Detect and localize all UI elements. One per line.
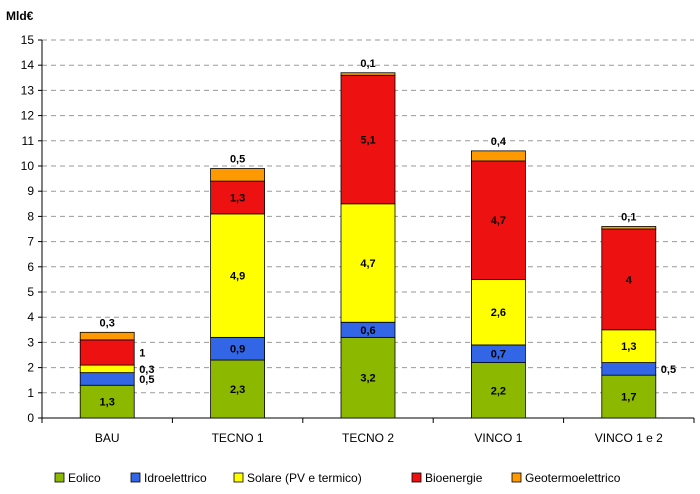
y-axis-unit-label: Mld€ (6, 9, 34, 23)
data-labels-layer: 1,30,50,310,32,30,94,91,30,53,20,64,75,1… (100, 58, 677, 409)
data-label: 4 (626, 274, 633, 286)
data-label: 0,7 (491, 349, 506, 361)
bar-segment (340, 336, 396, 419)
bar-segment (340, 203, 396, 323)
legend-label: Solare (PV e termico) (247, 471, 362, 485)
bar-segment (470, 362, 526, 419)
data-label: 1,7 (621, 392, 636, 404)
data-label: 0,3 (139, 364, 154, 376)
y-tick-label: 7 (27, 235, 34, 249)
data-label: 2,2 (491, 385, 506, 397)
data-label: 2,6 (491, 307, 506, 319)
bar-segment (340, 72, 396, 76)
data-label: 1,3 (230, 193, 245, 205)
data-label: 1,3 (621, 341, 636, 353)
data-label: 5,1 (360, 135, 375, 147)
bar-segment (79, 384, 135, 419)
legend-label: Idroelettrico (144, 471, 207, 485)
bar-segment (79, 372, 135, 386)
x-category-label: TECNO 2 (342, 431, 394, 445)
data-label: 3,2 (360, 373, 375, 385)
bar-segment (470, 160, 526, 280)
bar-segment (470, 150, 526, 162)
y-tick-label: 13 (21, 83, 35, 97)
y-tick-label: 12 (21, 109, 35, 123)
bar-segment (601, 362, 657, 376)
y-tick-label: 11 (22, 134, 35, 148)
data-label: 1 (139, 347, 145, 359)
y-tick-label: 15 (21, 33, 35, 47)
legend-swatch (511, 472, 522, 483)
y-tick-label: 3 (27, 335, 34, 349)
legend-swatch (130, 472, 141, 483)
y-tick-label: 1 (27, 386, 34, 400)
legend-label: Bioenergie (425, 471, 483, 485)
y-tick-label: 10 (21, 159, 35, 173)
data-label: 0,1 (621, 211, 636, 223)
legend-swatch (54, 472, 65, 483)
data-label: 0,4 (491, 136, 507, 148)
bar-segment (340, 74, 396, 205)
data-label: 0,6 (360, 325, 375, 337)
data-label: 0,3 (100, 317, 115, 329)
bar-segment (210, 180, 266, 215)
bar-segment (210, 168, 266, 182)
bar-segment (601, 226, 657, 230)
data-label: 4,9 (230, 271, 245, 283)
bar-segment (210, 213, 266, 338)
data-label: 4,7 (491, 215, 506, 227)
x-category-label: VINCO 1 (474, 431, 522, 445)
y-tick-label: 8 (27, 209, 34, 223)
y-tick-label: 14 (21, 58, 35, 72)
data-label: 0,9 (230, 344, 245, 356)
data-label: 2,3 (230, 384, 245, 396)
legend-swatch (233, 472, 244, 483)
bar-segment (601, 374, 657, 419)
bar-segment (210, 359, 266, 419)
legend-swatch (411, 472, 422, 483)
y-tick-label: 4 (27, 310, 34, 324)
y-tick-label: 6 (27, 260, 34, 274)
bars-layer (79, 72, 657, 419)
x-category-label: BAU (95, 431, 120, 445)
data-label: 0,5 (661, 364, 676, 376)
bar-segment (79, 339, 135, 366)
x-category-label: TECNO 1 (212, 431, 264, 445)
bar-segment (601, 228, 657, 331)
x-category-label: VINCO 1 e 2 (595, 431, 663, 445)
legend-label: Geotermoelettrico (525, 471, 621, 485)
data-label: 4,7 (360, 258, 375, 270)
data-label: 0,1 (360, 58, 375, 70)
bar-segment (470, 278, 526, 346)
data-label: 0,5 (230, 154, 245, 166)
y-tick-label: 5 (27, 285, 34, 299)
data-label: 0,5 (139, 374, 154, 386)
data-label: 1,3 (100, 397, 115, 409)
bar-segment (79, 331, 135, 341)
bar-segment (79, 364, 135, 374)
legend-label: Eolico (68, 471, 101, 485)
y-tick-label: 2 (27, 361, 34, 375)
legend: Eolico Idroelettrico Solare (PV e termico)… (54, 471, 621, 485)
y-tick-label: 9 (27, 184, 34, 198)
bar-segment (601, 329, 657, 363)
y-tick-label: 0 (27, 411, 34, 425)
